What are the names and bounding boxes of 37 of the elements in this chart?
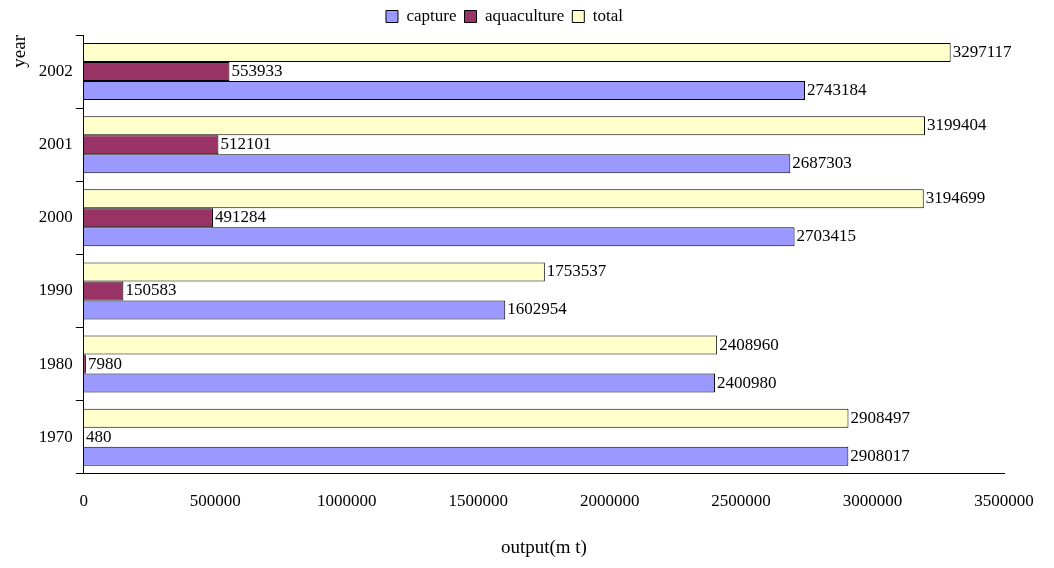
y-tick-label: 1970 xyxy=(38,426,73,446)
y-tick-label: 1990 xyxy=(38,280,73,300)
legend-label: total xyxy=(592,5,624,25)
data-label: 1753537 xyxy=(546,261,607,281)
x-tick-label: 3500000 xyxy=(974,491,1034,511)
data-label: 3199404 xyxy=(926,115,987,135)
data-label: 553933 xyxy=(231,61,283,81)
x-axis-title: output(m t) xyxy=(500,535,587,558)
x-tick-label: 0 xyxy=(79,491,89,511)
data-label: 512101 xyxy=(220,134,272,154)
data-label: 491284 xyxy=(214,207,267,227)
data-label: 7980 xyxy=(87,353,122,373)
data-label: 2400980 xyxy=(717,372,777,392)
data-label: 2703415 xyxy=(796,226,857,246)
data-label: 2743184 xyxy=(807,80,868,100)
x-tick-label: 2500000 xyxy=(711,491,771,511)
data-label: 480 xyxy=(85,426,112,446)
y-tick-label: 2002 xyxy=(38,61,73,81)
x-tick-label: 1500000 xyxy=(448,491,508,511)
y-tick-label: 2001 xyxy=(38,134,73,154)
y-axis-title: year xyxy=(8,34,30,68)
data-label: 2908017 xyxy=(850,445,911,465)
y-tick-label: 1980 xyxy=(38,353,73,373)
x-tick-label: 500000 xyxy=(189,491,241,511)
x-tick-label: 2000000 xyxy=(579,491,640,511)
x-tick-label: 1000000 xyxy=(316,491,377,511)
legend-label: capture xyxy=(406,5,457,25)
data-label: 2687303 xyxy=(792,153,852,173)
y-tick-label: 2000 xyxy=(38,207,73,227)
legend-label: aquaculture xyxy=(485,5,565,25)
data-label: 1602954 xyxy=(507,299,568,319)
data-label: 3297117 xyxy=(952,42,1013,62)
x-tick-label: 3000000 xyxy=(842,491,903,511)
data-label: 2908497 xyxy=(850,407,911,427)
data-label: 2408960 xyxy=(719,334,779,354)
data-label: 150583 xyxy=(125,280,177,300)
data-label: 3194699 xyxy=(925,188,986,208)
